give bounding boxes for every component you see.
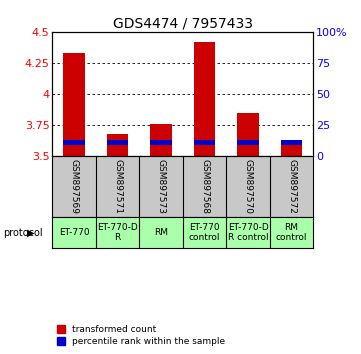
Text: ET-770: ET-770 xyxy=(59,228,90,237)
Title: GDS4474 / 7957433: GDS4474 / 7957433 xyxy=(113,17,253,31)
Text: ▶: ▶ xyxy=(27,228,35,238)
Bar xyxy=(107,134,129,156)
Bar xyxy=(63,53,85,156)
Text: GSM897571: GSM897571 xyxy=(113,159,122,215)
Bar xyxy=(194,139,216,144)
Text: ET-770-D
R control: ET-770-D R control xyxy=(228,223,269,242)
Bar xyxy=(194,42,216,156)
Text: ET-770
control: ET-770 control xyxy=(189,223,220,242)
Bar xyxy=(107,139,129,144)
Text: RM
control: RM control xyxy=(276,223,307,242)
Bar xyxy=(237,113,259,156)
Bar xyxy=(150,139,172,144)
Bar xyxy=(63,139,85,144)
Text: GSM897569: GSM897569 xyxy=(70,159,79,215)
Text: GSM897570: GSM897570 xyxy=(244,159,253,215)
Text: GSM897572: GSM897572 xyxy=(287,159,296,214)
Bar xyxy=(281,139,303,144)
Text: GSM897573: GSM897573 xyxy=(157,159,166,215)
Text: ET-770-D
R: ET-770-D R xyxy=(97,223,138,242)
Bar xyxy=(237,139,259,144)
Bar xyxy=(281,140,303,156)
Text: protocol: protocol xyxy=(4,228,43,238)
Bar xyxy=(150,124,172,156)
Text: RM: RM xyxy=(154,228,168,237)
Text: GSM897568: GSM897568 xyxy=(200,159,209,215)
Legend: transformed count, percentile rank within the sample: transformed count, percentile rank withi… xyxy=(57,325,225,346)
